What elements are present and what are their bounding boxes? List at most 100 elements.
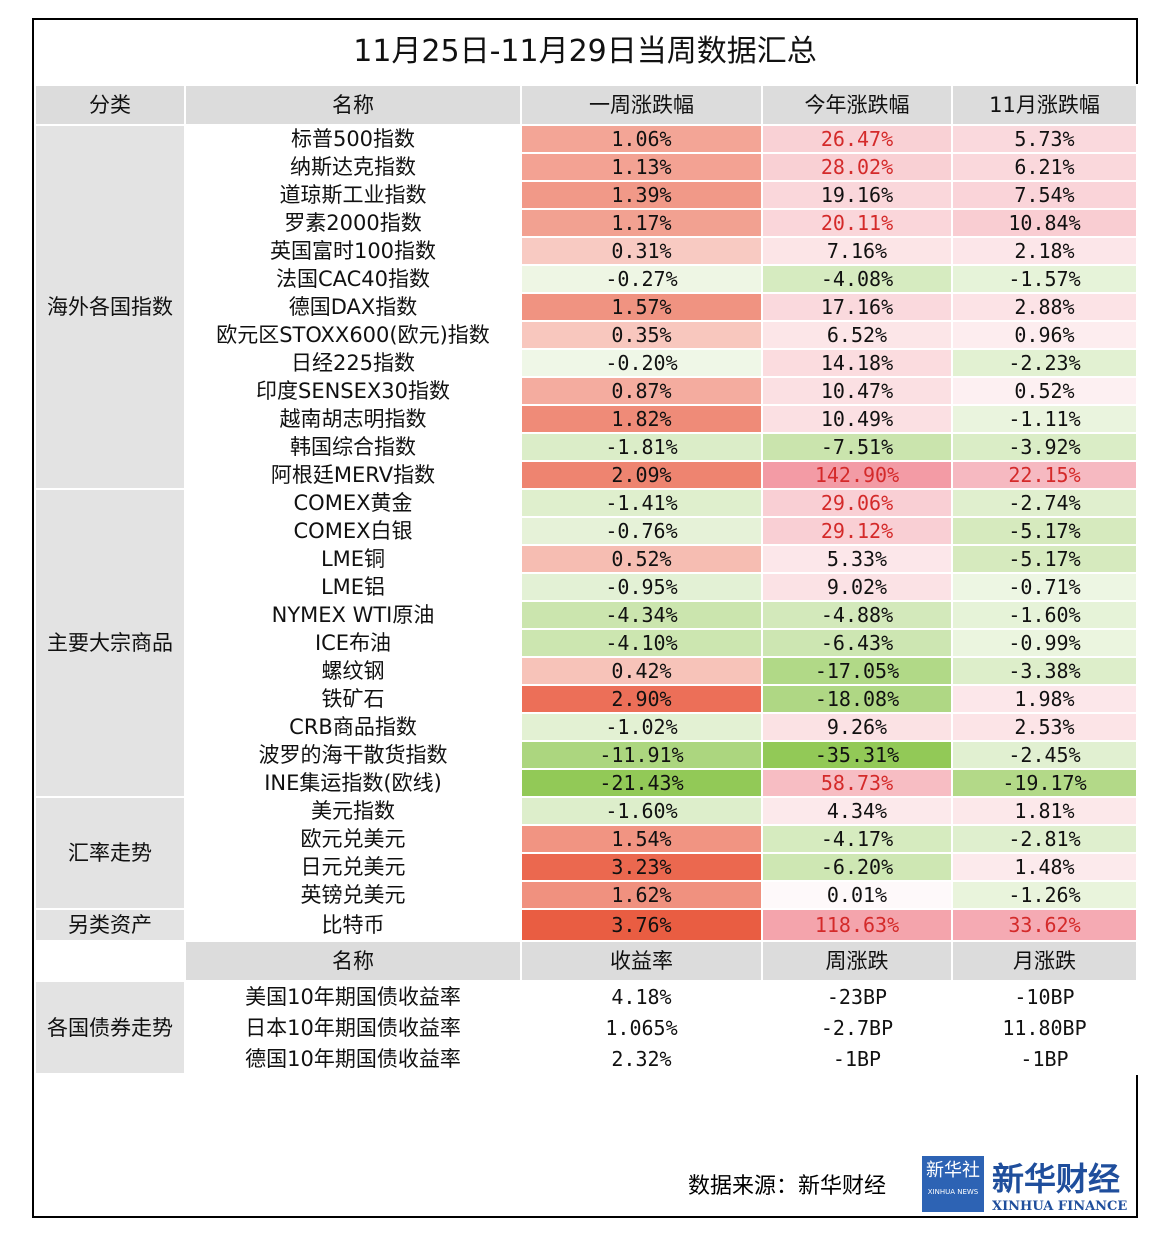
column-header: 月涨跌 [951, 940, 1138, 982]
value-cell: 5.33% [761, 544, 953, 574]
value-cell: 33.62% [951, 908, 1138, 942]
name-cell: ICE布油 [184, 628, 522, 658]
column-header: 名称 [184, 84, 522, 126]
value-cell: -5.17% [951, 544, 1138, 574]
value-cell: 1.82% [520, 404, 763, 434]
category-cell: 海外各国指数 [34, 124, 186, 490]
value-cell: 142.90% [761, 460, 953, 490]
data-row: 海外各国指数 标普500指数 1.06% 26.47% 5.73% [34, 124, 1138, 490]
value-cell: 1.81% [951, 796, 1138, 826]
value-cell: 0.96% [951, 320, 1138, 350]
name-cell: 德国10年期国债收益率 [184, 1042, 522, 1075]
bond-row: 日本10年期国债收益率 1.065% -2.7BP 11.80BP [35, 1011, 1138, 1044]
column-header: 收益率 [520, 940, 763, 982]
value-cell: 1.48% [951, 852, 1138, 882]
value-cell: 0.35% [520, 320, 763, 350]
data-row: 波罗的海干散货指数 -11.91% -35.31% -2.45% [35, 740, 1138, 770]
name-cell: CRB商品指数 [184, 712, 522, 742]
data-row: 主要大宗商品 COMEX黄金 -1.41% 29.06% -2.74% [34, 488, 1138, 798]
logo-name: 新华财经 XINHUA FINANCE [992, 1154, 1127, 1214]
header-row: 分类 名称 一周涨跌幅 今年涨跌幅 11月涨跌幅 [34, 84, 1138, 126]
name-cell: LME铝 [184, 572, 522, 602]
data-row: LME铜 0.52% 5.33% -5.17% [35, 544, 1138, 574]
logo-text: 新华财经 [992, 1160, 1121, 1198]
column-header: 今年涨跌幅 [761, 84, 953, 126]
value-cell: -23BP [761, 980, 953, 1013]
value-cell: 0.52% [520, 544, 763, 574]
category-cell: 汇率走势 [34, 796, 186, 910]
data-row: 英国富时100指数 0.31% 7.16% 2.18% [35, 236, 1138, 266]
value-cell: -5.17% [951, 516, 1138, 546]
value-cell: -1.57% [951, 264, 1138, 294]
data-row: 日元兑美元 3.23% -6.20% 1.48% [35, 852, 1138, 882]
value-cell: 9.02% [761, 572, 953, 602]
name-cell: 标普500指数 [184, 124, 522, 154]
value-cell: 1.57% [520, 292, 763, 322]
data-row: 汇率走势 美元指数 -1.60% 4.34% 1.81% [34, 796, 1138, 910]
value-cell: -4.10% [520, 628, 763, 658]
value-cell: 2.18% [951, 236, 1138, 266]
value-cell: -3.92% [951, 432, 1138, 462]
name-cell: 纳斯达克指数 [184, 152, 522, 182]
data-row: CRB商品指数 -1.02% 9.26% 2.53% [35, 712, 1138, 742]
name-cell: 螺纹钢 [184, 656, 522, 686]
category-cell: 另类资产 [34, 908, 186, 942]
value-cell: 10.84% [951, 208, 1138, 238]
value-cell: 6.21% [951, 152, 1138, 182]
value-cell: 7.16% [761, 236, 953, 266]
value-cell: 10.49% [761, 404, 953, 434]
logo-text: XINHUA FINANCE [992, 1199, 1128, 1214]
name-cell: 欧元区STOXX600(欧元)指数 [184, 320, 522, 350]
value-cell: -4.34% [520, 600, 763, 630]
bond-row: 各国债券走势 美国10年期国债收益率 4.18% -23BP -10BP [34, 980, 1138, 1075]
data-row: 铁矿石 2.90% -18.08% 1.98% [35, 684, 1138, 714]
value-cell: 1.98% [951, 684, 1138, 714]
value-cell: 1.06% [520, 124, 763, 154]
name-cell: 印度SENSEX30指数 [184, 376, 522, 406]
value-cell: 19.16% [761, 180, 953, 210]
value-cell: 2.90% [520, 684, 763, 714]
value-cell: 2.88% [951, 292, 1138, 322]
name-cell: 比特币 [184, 908, 522, 942]
value-cell: -2.23% [951, 348, 1138, 378]
name-cell: 越南胡志明指数 [184, 404, 522, 434]
name-cell: 韩国综合指数 [184, 432, 522, 462]
value-cell: 1.13% [520, 152, 763, 182]
value-cell: -2.7BP [761, 1011, 953, 1044]
category-cell: 各国债券走势 [34, 980, 186, 1075]
value-cell: 0.01% [761, 880, 953, 910]
value-cell: -1.26% [951, 880, 1138, 910]
bond-row: 德国10年期国债收益率 2.32% -1BP -1BP [35, 1042, 1138, 1075]
name-cell: 美元指数 [184, 796, 522, 826]
data-row: LME铝 -0.95% 9.02% -0.71% [35, 572, 1138, 602]
name-cell: 日经225指数 [184, 348, 522, 378]
value-cell: -2.74% [951, 488, 1138, 518]
logo-mark: 新华社 XINHUA NEWS [922, 1156, 984, 1212]
name-cell: 日本10年期国债收益率 [184, 1011, 522, 1044]
value-cell: 22.15% [951, 460, 1138, 490]
header-row: 名称 收益率 周涨跌 月涨跌 [34, 940, 1138, 982]
name-cell: 美国10年期国债收益率 [184, 980, 522, 1013]
value-cell: -4.08% [761, 264, 953, 294]
value-cell: 17.16% [761, 292, 953, 322]
column-header: 一周涨跌幅 [520, 84, 763, 126]
data-row: 英镑兑美元 1.62% 0.01% -1.26% [35, 880, 1138, 910]
value-cell: -2.45% [951, 740, 1138, 770]
value-cell: -19.17% [951, 768, 1138, 798]
value-cell: -6.20% [761, 852, 953, 882]
data-row: COMEX白银 -0.76% 29.12% -5.17% [35, 516, 1138, 546]
name-cell: 欧元兑美元 [184, 824, 522, 854]
data-row: 印度SENSEX30指数 0.87% 10.47% 0.52% [35, 376, 1138, 406]
value-cell: 26.47% [761, 124, 953, 154]
value-cell: 58.73% [761, 768, 953, 798]
value-cell: -11.91% [520, 740, 763, 770]
value-cell: 11.80BP [951, 1011, 1138, 1044]
data-row: 欧元兑美元 1.54% -4.17% -2.81% [35, 824, 1138, 854]
value-cell: -1BP [761, 1042, 953, 1075]
value-cell: -1.60% [951, 600, 1138, 630]
value-cell: -0.27% [520, 264, 763, 294]
data-row: ICE布油 -4.10% -6.43% -0.99% [35, 628, 1138, 658]
value-cell: 29.12% [761, 516, 953, 546]
value-cell: 1.39% [520, 180, 763, 210]
value-cell: 9.26% [761, 712, 953, 742]
